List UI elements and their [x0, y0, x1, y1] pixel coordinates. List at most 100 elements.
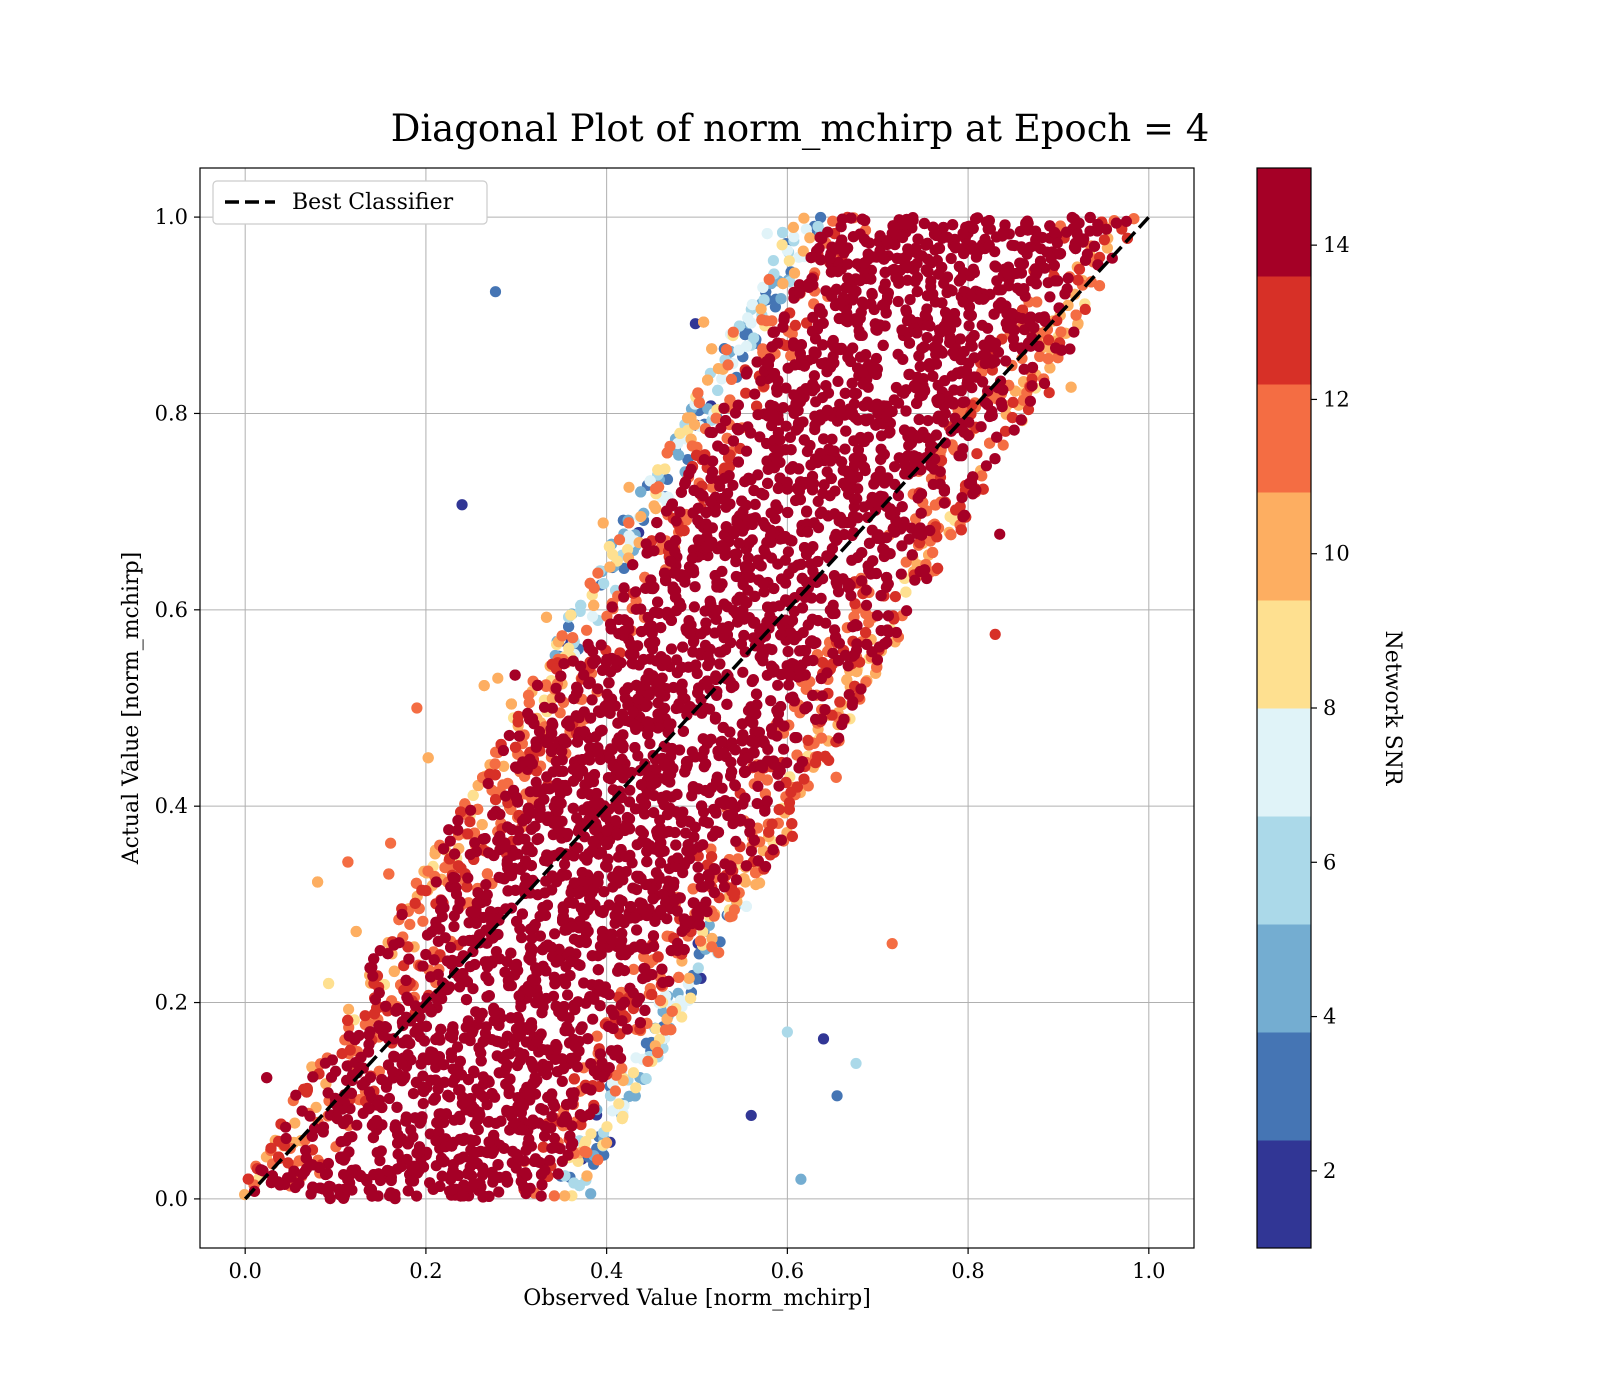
scatter-point: [802, 734, 814, 747]
scatter-point: [903, 440, 915, 452]
scatter-point: [922, 415, 934, 427]
scatter-point: [724, 394, 736, 406]
scatter-point: [955, 524, 967, 536]
scatter-point: [319, 1057, 331, 1069]
scatter-point: [312, 876, 324, 888]
scatter-point: [568, 1073, 580, 1085]
scatter-point: [601, 1121, 613, 1133]
scatter-point: [706, 932, 718, 945]
scatter-point: [740, 900, 753, 913]
scatter-point: [1079, 303, 1091, 315]
scatter-point: [798, 212, 810, 224]
scatter-point: [665, 643, 678, 655]
scatter-point: [748, 332, 760, 344]
scatter-point: [757, 281, 769, 293]
scatter-point: [280, 1132, 292, 1145]
scatter-point: [997, 439, 1009, 451]
scatter-point: [1073, 217, 1085, 229]
scatter-point: [306, 1061, 318, 1073]
scatter-point: [945, 529, 957, 541]
scatter-point: [301, 1084, 313, 1096]
scatter-point: [571, 1061, 584, 1073]
scatter-point: [890, 626, 903, 639]
scatter-point: [673, 971, 685, 984]
scatter-point: [509, 741, 522, 753]
scatter-point: [628, 963, 640, 976]
scatter-point: [430, 876, 442, 888]
scatter-point: [592, 567, 604, 579]
scatter-point: [350, 925, 362, 938]
scatter-point: [581, 624, 593, 636]
scatter-point: [932, 562, 944, 575]
scatter-point: [505, 698, 517, 710]
scatter-point: [585, 1128, 597, 1140]
scatter-point: [497, 779, 509, 791]
plot-area: [199, 167, 1195, 1249]
scatter-point: [990, 261, 1002, 273]
scatter-point: [659, 463, 671, 475]
scatter-point: [454, 1153, 466, 1165]
scatter-point: [329, 1092, 341, 1104]
scatter-point: [550, 682, 562, 694]
scatter-point: [785, 350, 797, 362]
scatter-point: [718, 881, 731, 893]
scatter-point: [421, 929, 434, 941]
scatter-point: [740, 340, 753, 352]
scatter-point: [706, 343, 718, 355]
scatter-point: [685, 992, 697, 1004]
scatter-point: [325, 1071, 338, 1083]
scatter-point: [866, 287, 878, 300]
scatter-point: [498, 760, 510, 772]
scatter-point: [817, 657, 829, 669]
scatter-point: [603, 677, 615, 689]
scatter-point: [585, 1084, 597, 1096]
scatter-point: [693, 397, 705, 409]
scatter-point: [618, 582, 630, 594]
scatter-point: [807, 311, 819, 323]
scatter-point: [900, 586, 912, 598]
scatter-point: [467, 789, 479, 802]
scatter-point: [612, 965, 624, 977]
scatter-point: [976, 319, 988, 331]
scatter-point: [996, 401, 1008, 413]
scatter-point: [482, 777, 494, 790]
scatter-point: [1026, 361, 1039, 374]
scatter-point: [755, 375, 767, 387]
scatter-point: [730, 874, 743, 886]
scatter-point: [999, 425, 1012, 437]
scatter-point: [706, 426, 719, 439]
scatter-point: [702, 374, 714, 386]
scatter-point: [680, 514, 693, 526]
scatter-point: [666, 1005, 678, 1017]
scatter-point: [1055, 326, 1067, 338]
scatter-point: [555, 670, 567, 682]
scatter-point: [544, 1154, 556, 1166]
scatter-point: [583, 642, 595, 654]
scatter-point: [783, 679, 795, 691]
scatter-point: [954, 501, 966, 513]
scatter-point: [688, 601, 701, 613]
scatter-point: [945, 252, 957, 265]
scatter-point: [871, 654, 884, 666]
scatter-point: [788, 231, 800, 243]
scatter-point: [533, 726, 546, 738]
scatter-point: [526, 1021, 538, 1033]
scatter-point: [752, 409, 764, 421]
scatter-point: [547, 829, 559, 841]
scatter-point: [746, 299, 759, 311]
scatter-point: [588, 599, 600, 612]
scatter-point: [730, 835, 742, 848]
scatter-point: [761, 228, 773, 240]
scatter-point: [385, 837, 397, 849]
scatter-point: [934, 466, 946, 478]
scatter-point: [476, 1007, 488, 1020]
scatter-point: [289, 1117, 301, 1129]
scatter-point: [892, 348, 904, 360]
scatter-point: [1088, 240, 1101, 252]
scatter-point: [659, 1024, 672, 1036]
scatter-point: [646, 988, 658, 1001]
scatter-point: [751, 400, 763, 412]
scatter-point: [554, 692, 566, 704]
scatter-point: [588, 582, 600, 594]
scatter-point: [713, 947, 725, 959]
